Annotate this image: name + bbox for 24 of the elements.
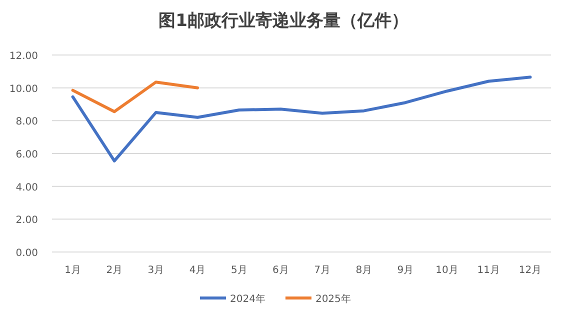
line-series	[71, 76, 532, 162]
line-series	[71, 80, 200, 114]
x-tick-label: 5月	[230, 265, 248, 276]
y-tick-label: 2.00	[16, 215, 38, 226]
x-tick-label: 7月	[314, 265, 330, 276]
y-tick-label: 8.00	[16, 116, 38, 128]
x-tick-label: 8月	[356, 265, 372, 276]
y-tick-label: 10.00	[9, 84, 38, 95]
x-tick-label: 9月	[397, 265, 414, 276]
x-tick-label: 6月	[272, 265, 289, 276]
x-tick-label: 12月	[518, 265, 542, 276]
chart-title: 图1邮政行业寄递业务量（亿件）	[158, 11, 408, 31]
x-tick-label: 2月	[106, 265, 123, 276]
y-tick-label: 12.00	[9, 51, 38, 62]
x-tick-label: 4月	[189, 265, 206, 276]
x-tick-label: 1月	[64, 265, 81, 276]
legend-label: 2024年	[230, 293, 266, 305]
legend-label: 2025年	[315, 293, 351, 305]
y-tick-label: 0.00	[16, 248, 38, 259]
y-tick-label: 4.00	[16, 182, 38, 194]
x-tick-label: 11月	[477, 265, 500, 276]
x-tick-label: 3月	[148, 265, 164, 276]
x-tick-label: 10月	[436, 265, 458, 276]
y-tick-label: 6.00	[16, 150, 38, 160]
